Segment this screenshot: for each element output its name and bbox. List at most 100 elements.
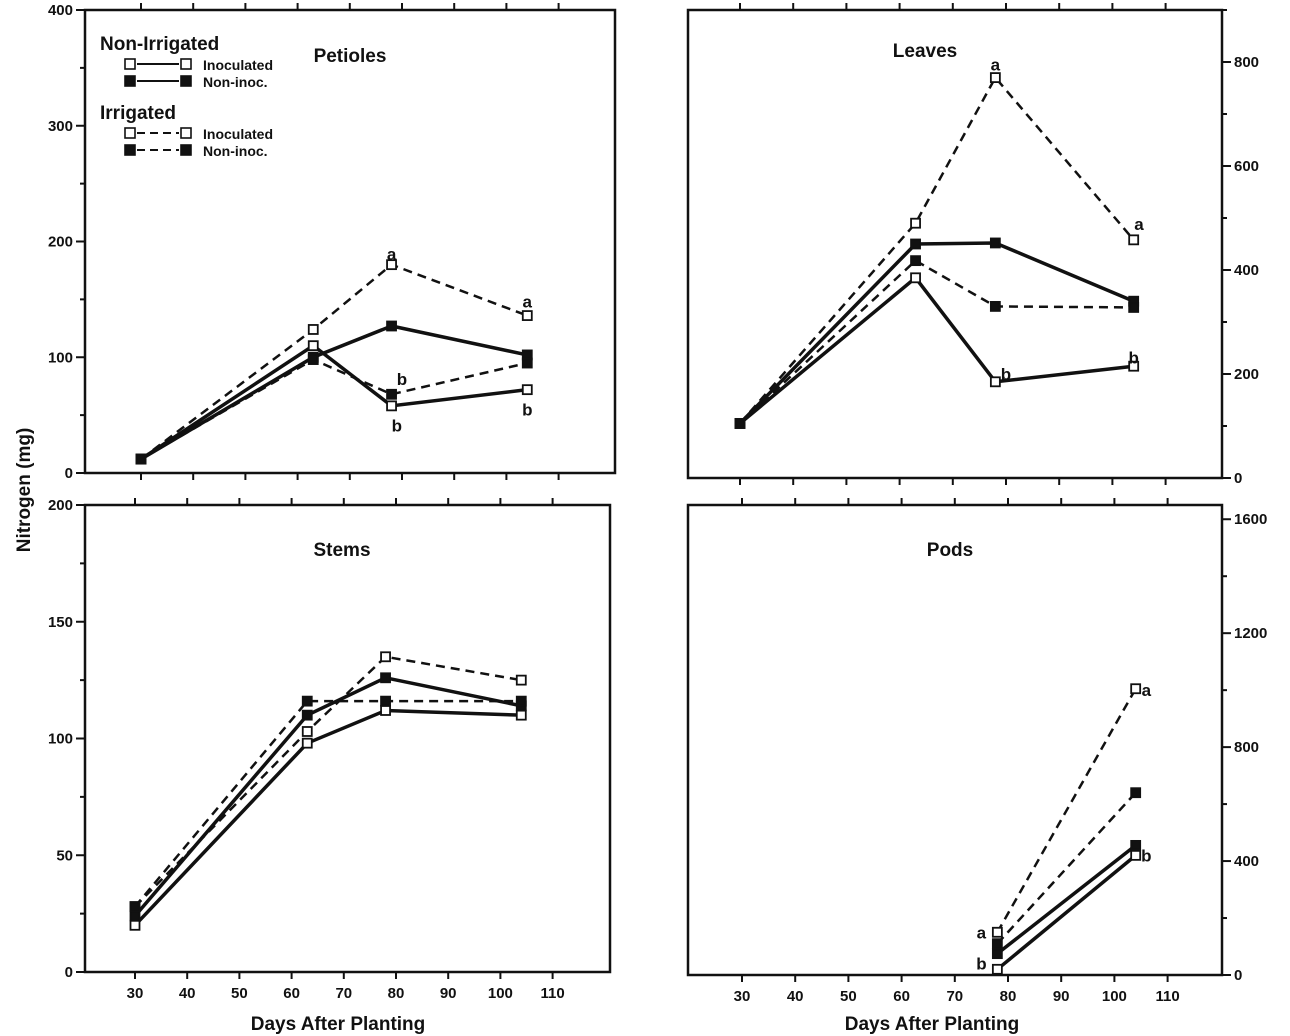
open-square-marker bbox=[521, 384, 533, 396]
x-tick-label: 100 bbox=[488, 985, 513, 1002]
open-square-marker bbox=[521, 310, 533, 321]
y-tick-label: 0 bbox=[1234, 967, 1242, 984]
x-tick-label: 40 bbox=[787, 988, 804, 1005]
filled-square-marker bbox=[734, 417, 746, 429]
legend-heading: Irrigated bbox=[100, 103, 176, 124]
series-line bbox=[996, 854, 1137, 971]
panel-title: Pods bbox=[927, 540, 973, 561]
legend-heading: Non-Irrigated bbox=[100, 34, 219, 55]
open-square-marker bbox=[1130, 683, 1142, 695]
open-square-marker bbox=[380, 651, 391, 663]
significance-label: b bbox=[392, 417, 402, 436]
series-line bbox=[140, 343, 528, 461]
open-square-marker bbox=[307, 324, 319, 335]
significance-label: b bbox=[1001, 365, 1011, 384]
y-tick-label: 1200 bbox=[1234, 625, 1267, 642]
y-tick-label: 1600 bbox=[1234, 511, 1267, 528]
filled-square-marker bbox=[301, 695, 313, 707]
panel-leaves: 0 200 400 600 800 Leaves a a b b bbox=[686, 3, 1259, 487]
series-line bbox=[134, 655, 522, 908]
series-line bbox=[140, 358, 528, 461]
filled-square-marker bbox=[910, 255, 921, 267]
open-square-marker bbox=[1128, 360, 1140, 372]
x-tick-label: 80 bbox=[1000, 988, 1017, 1005]
significance-label: a bbox=[1142, 681, 1152, 700]
legend-item-label: Inoculated bbox=[203, 126, 273, 142]
filled-square-marker bbox=[910, 238, 921, 250]
panel-title: Petioles bbox=[314, 46, 387, 67]
filled-square-icon bbox=[180, 75, 192, 87]
legend-item-label: Non-inoc. bbox=[203, 143, 268, 159]
y-tick-label: 100 bbox=[48, 349, 73, 366]
x-axis-title-right: Days After Planting bbox=[845, 1014, 1020, 1035]
y-tick-label: 0 bbox=[65, 465, 73, 482]
y-tick-label: 100 bbox=[48, 731, 73, 748]
y-axis-title: Nitrogen (mg) bbox=[14, 428, 35, 553]
y-tick-label: 600 bbox=[1234, 158, 1259, 175]
significance-label: b bbox=[976, 955, 986, 974]
y-tick-label: 200 bbox=[1234, 366, 1259, 383]
x-tick-label: 70 bbox=[946, 988, 963, 1005]
significance-label: a bbox=[991, 56, 1001, 75]
significance-label: a bbox=[1134, 215, 1144, 234]
significance-label: b bbox=[397, 370, 407, 389]
y-tick-label: 50 bbox=[56, 847, 73, 864]
x-tick-label: 30 bbox=[734, 988, 751, 1005]
legend: Non-IrrigatedInoculatedNon-inoc.Irrigate… bbox=[100, 34, 273, 159]
x-tick-label: 90 bbox=[1053, 988, 1070, 1005]
legend-item-label: Inoculated bbox=[203, 57, 273, 73]
series-line bbox=[739, 259, 1134, 425]
plot-frame bbox=[686, 8, 1224, 480]
open-square-marker bbox=[301, 737, 313, 749]
series-line bbox=[133, 675, 522, 918]
significance-label: b bbox=[522, 400, 532, 419]
y-tick-label: 300 bbox=[48, 118, 73, 135]
filled-square-icon bbox=[180, 144, 192, 156]
legend-item-label: Non-inoc. bbox=[203, 74, 268, 90]
filled-square-icon bbox=[124, 144, 136, 156]
y-tick-label: 200 bbox=[48, 497, 73, 514]
x-tick-label: 60 bbox=[893, 988, 910, 1005]
open-square-marker bbox=[910, 272, 921, 284]
open-square-marker bbox=[386, 400, 397, 412]
filled-square-marker bbox=[991, 938, 1003, 950]
x-tick-label: 100 bbox=[1102, 988, 1127, 1005]
open-square-marker bbox=[307, 340, 319, 352]
series-line bbox=[996, 791, 1137, 945]
panel-stems: 30 40 50 60 70 80 90 100 110 0 50 100 150 200 Stems bbox=[48, 497, 612, 1002]
filled-square-marker bbox=[307, 354, 319, 365]
x-tick-label: 110 bbox=[540, 985, 564, 1002]
panel-petioles: 0 100 200 300 400 Petioles a a b b b Non-Irrigated I… bbox=[48, 2, 617, 482]
filled-square-marker bbox=[991, 948, 1003, 960]
open-square-marker bbox=[1130, 849, 1142, 861]
open-square-marker bbox=[989, 376, 1001, 388]
open-square-marker bbox=[515, 674, 527, 686]
open-square-icon bbox=[180, 127, 192, 139]
open-square-marker bbox=[991, 926, 1003, 938]
filled-square-marker bbox=[515, 695, 527, 707]
plot-frame bbox=[83, 8, 617, 475]
open-square-marker bbox=[386, 259, 397, 271]
y-tick-label: 400 bbox=[1234, 262, 1259, 279]
open-square-icon bbox=[180, 58, 192, 70]
x-axis-title-left: Days After Planting bbox=[251, 1014, 426, 1035]
panel-pods: 30 40 50 60 70 80 90 100 110 0 400 800 1200 1600 Pods a… bbox=[686, 498, 1267, 1005]
x-tick-label: 40 bbox=[179, 985, 196, 1002]
series-line bbox=[134, 699, 522, 908]
open-square-marker bbox=[1128, 234, 1140, 246]
y-tick-label: 400 bbox=[1234, 853, 1259, 870]
filled-square-marker bbox=[1130, 787, 1142, 799]
x-tick-label: 70 bbox=[335, 985, 352, 1002]
panel-title: Stems bbox=[313, 540, 370, 561]
x-tick-label: 60 bbox=[283, 985, 300, 1002]
filled-square-marker bbox=[1130, 839, 1142, 851]
filled-square-marker bbox=[386, 320, 397, 332]
filled-square-marker bbox=[135, 453, 147, 465]
series-line bbox=[738, 241, 1135, 425]
filled-square-marker bbox=[521, 357, 533, 369]
significance-label: a bbox=[387, 245, 397, 264]
plot-frame bbox=[83, 503, 612, 974]
series-line bbox=[996, 688, 1137, 933]
y-tick-label: 0 bbox=[65, 964, 73, 981]
